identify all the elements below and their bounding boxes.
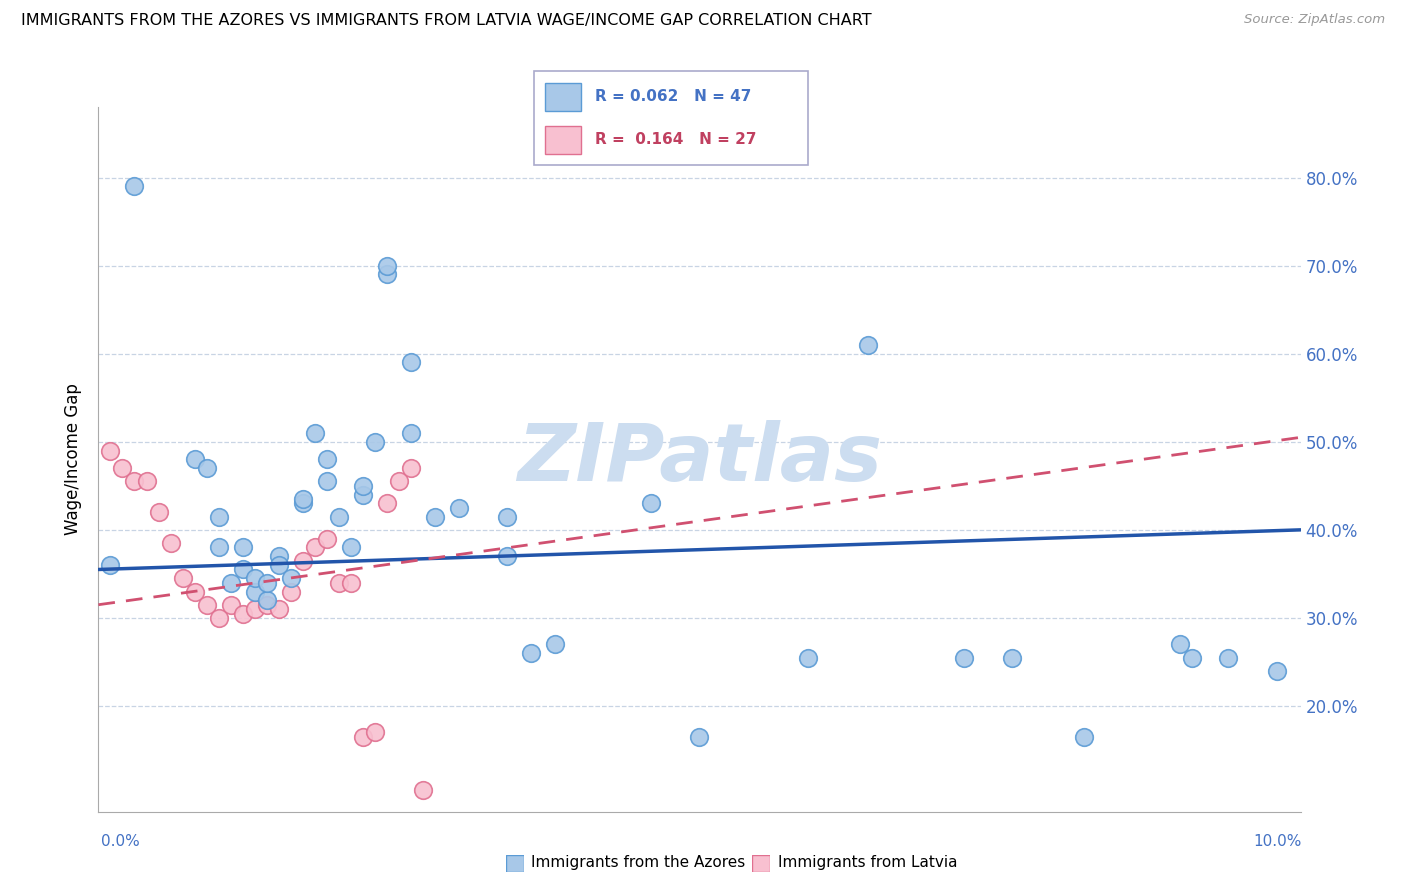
Point (243, 602, 266, 616)
Point (256, 593, 278, 607)
FancyBboxPatch shape (546, 83, 581, 111)
Y-axis label: Wage/Income Gap: Wage/Income Gap (65, 384, 83, 535)
Point (856, 338, 879, 352)
Point (124, 475, 146, 489)
Point (328, 509, 350, 524)
Text: 10.0%: 10.0% (1254, 834, 1302, 849)
Text: Immigrants from Latvia: Immigrants from Latvia (778, 855, 957, 871)
Point (100, 443, 122, 458)
Point (352, 487, 374, 501)
Point (183, 584, 205, 599)
Point (100, 558, 122, 573)
Point (340, 541, 363, 555)
Point (315, 452, 337, 467)
Text: Immigrants from the Azores: Immigrants from the Azores (531, 855, 745, 871)
Point (256, 598, 278, 612)
Point (447, 500, 470, 515)
Point (304, 541, 326, 555)
Point (689, 730, 711, 744)
Point (267, 558, 290, 573)
Text: 0.0%: 0.0% (101, 834, 141, 849)
Point (1181, 650, 1204, 665)
Point (544, 637, 567, 651)
Point (267, 602, 290, 616)
Point (496, 509, 519, 524)
Point (496, 549, 519, 564)
Point (280, 584, 302, 599)
Point (267, 549, 290, 564)
Point (1073, 730, 1095, 744)
Point (159, 536, 181, 550)
Point (399, 425, 422, 440)
Text: Source: ZipAtlas.com: Source: ZipAtlas.com (1244, 13, 1385, 27)
Point (291, 491, 314, 506)
Point (219, 598, 242, 612)
Point (172, 571, 194, 585)
Point (953, 650, 976, 665)
Point (183, 452, 205, 467)
Point (232, 607, 254, 621)
Point (208, 611, 231, 625)
Point (352, 730, 374, 744)
Point (388, 475, 411, 489)
Point (364, 434, 387, 449)
Point (232, 541, 254, 555)
Point (1218, 650, 1240, 665)
Point (364, 725, 387, 739)
Point (208, 541, 231, 555)
Point (340, 575, 363, 590)
Point (243, 571, 266, 585)
Point (291, 554, 314, 568)
Point (135, 475, 157, 489)
Point (315, 532, 337, 546)
Point (291, 496, 314, 510)
Point (520, 646, 543, 660)
FancyBboxPatch shape (534, 71, 808, 165)
Point (280, 571, 302, 585)
Point (640, 496, 662, 510)
Point (148, 505, 170, 519)
Point (315, 475, 337, 489)
Point (375, 259, 398, 273)
Point (195, 598, 218, 612)
Point (412, 782, 434, 797)
Text: R =  0.164   N = 27: R = 0.164 N = 27 (595, 132, 756, 147)
Point (124, 179, 146, 194)
Point (399, 355, 422, 369)
Point (111, 461, 134, 475)
Text: ZIPatlas: ZIPatlas (517, 420, 882, 499)
Point (1001, 650, 1024, 665)
Text: IMMIGRANTS FROM THE AZORES VS IMMIGRANTS FROM LATVIA WAGE/INCOME GAP CORRELATION: IMMIGRANTS FROM THE AZORES VS IMMIGRANTS… (21, 13, 872, 29)
Point (243, 584, 266, 599)
Point (375, 268, 398, 282)
Point (1170, 637, 1192, 651)
Point (219, 575, 242, 590)
Point (375, 496, 398, 510)
Point (208, 509, 231, 524)
Point (256, 575, 278, 590)
Point (304, 425, 326, 440)
Point (232, 562, 254, 576)
Point (796, 650, 818, 665)
Point (195, 461, 218, 475)
Point (328, 575, 350, 590)
Text: R = 0.062   N = 47: R = 0.062 N = 47 (595, 89, 751, 104)
FancyBboxPatch shape (546, 126, 581, 153)
Point (399, 461, 422, 475)
Point (423, 509, 446, 524)
Point (352, 479, 374, 493)
Point (1265, 664, 1288, 678)
